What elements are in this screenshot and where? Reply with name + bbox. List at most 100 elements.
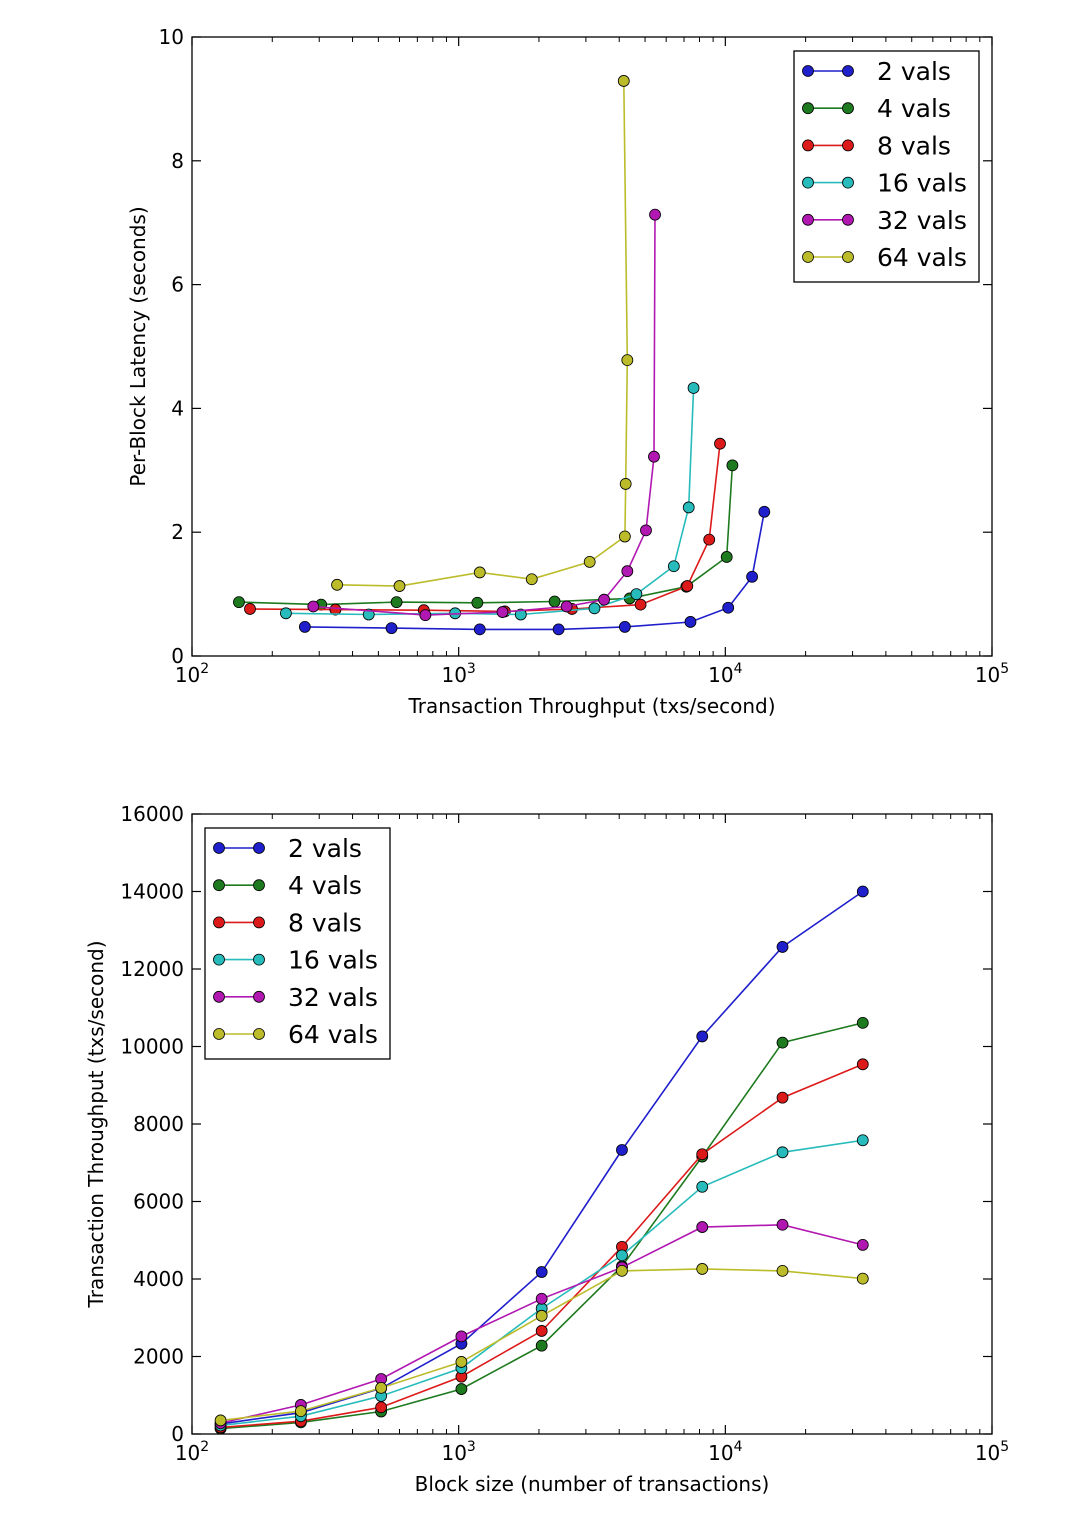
legend-marker <box>802 65 814 77</box>
x-tick-label-exponent: 2 <box>200 1439 209 1455</box>
legend-label: 16 vals <box>877 169 967 198</box>
x-tick-label-base: 10 <box>441 1441 466 1465</box>
legend-label: 2 vals <box>877 57 951 86</box>
data-point-32-vals <box>640 524 652 537</box>
legend-marker <box>253 879 265 892</box>
data-point-16-vals <box>856 1134 869 1147</box>
legend-marker <box>802 176 814 189</box>
legend-marker <box>213 879 225 892</box>
data-point-2-vals <box>684 616 697 628</box>
legend-label: 2 vals <box>288 834 362 863</box>
legend-marker <box>253 990 265 1003</box>
data-point-8-vals <box>776 1091 789 1104</box>
y-tick-label: 2000 <box>133 1345 184 1369</box>
data-point-8-vals <box>634 598 647 611</box>
data-point-2-vals <box>473 623 486 636</box>
data-point-64-vals <box>616 1264 628 1277</box>
legend-box <box>204 827 391 1060</box>
x-tick-label: 103 <box>441 1439 475 1465</box>
x-tick-label: 102 <box>175 661 209 687</box>
x-tick-label: 104 <box>708 1439 742 1465</box>
data-point-2-vals <box>385 622 398 635</box>
x-tick-label: 105 <box>975 661 1009 687</box>
legend-marker <box>213 842 225 854</box>
data-point-8-vals <box>329 603 342 616</box>
data-point-32-vals <box>535 1292 548 1305</box>
data-point-64-vals <box>619 478 632 490</box>
y-tick-label: 4000 <box>133 1267 184 1291</box>
legend-marker <box>842 65 854 77</box>
data-point-8-vals <box>856 1058 869 1071</box>
data-point-4-vals <box>535 1339 548 1352</box>
data-point-2-vals <box>298 621 311 633</box>
data-point-64-vals <box>621 354 634 367</box>
data-point-32-vals <box>621 565 634 578</box>
y-tick-label: 0 <box>171 644 184 668</box>
data-point-8-vals <box>375 1401 388 1414</box>
data-point-4-vals <box>233 596 245 609</box>
legend-marker <box>842 251 854 263</box>
chart-2-svg: 0200040006000800010000120001400016000102… <box>84 802 1009 1496</box>
x-tick-label-exponent: 4 <box>734 1439 743 1455</box>
data-point-4-vals <box>548 595 561 608</box>
x-tick-label-exponent: 3 <box>467 1439 476 1455</box>
y-axis-label: Transaction Throughput (txs/second) <box>84 940 108 1308</box>
legend-box <box>793 50 980 283</box>
data-point-4-vals <box>390 596 403 609</box>
x-tick-label-exponent: 3 <box>467 661 476 677</box>
data-point-32-vals <box>560 600 573 613</box>
data-point-32-vals <box>455 1330 468 1343</box>
data-point-16-vals <box>687 382 700 394</box>
data-point-16-vals <box>696 1180 709 1193</box>
data-point-8-vals <box>696 1148 709 1161</box>
data-point-16-vals <box>514 608 527 621</box>
x-tick-label-exponent: 5 <box>1000 661 1009 677</box>
data-point-64-vals <box>618 530 631 543</box>
data-point-64-vals <box>473 566 486 579</box>
data-point-64-vals <box>617 75 630 87</box>
legend-marker <box>253 1028 265 1040</box>
data-point-2-vals <box>696 1030 709 1043</box>
y-tick-label: 10000 <box>120 1035 184 1059</box>
data-point-4-vals <box>720 551 733 563</box>
legend-marker <box>253 842 265 854</box>
data-point-64-vals <box>525 573 538 586</box>
legend-marker <box>802 102 814 115</box>
data-point-8-vals <box>703 533 716 546</box>
legend-label: 16 vals <box>288 946 378 975</box>
legend-marker <box>842 139 854 152</box>
x-tick-label-exponent: 2 <box>200 661 209 677</box>
legend-marker <box>842 176 854 189</box>
y-tick-label: 8 <box>171 149 184 173</box>
y-tick-label: 14000 <box>120 880 184 904</box>
data-point-4-vals <box>856 1016 869 1029</box>
legend-marker <box>213 990 225 1003</box>
data-point-64-vals <box>696 1263 709 1275</box>
legend-label: 8 vals <box>288 908 362 937</box>
legend-marker <box>253 916 265 929</box>
y-tick-label: 8000 <box>133 1112 184 1136</box>
data-point-64-vals <box>455 1356 468 1368</box>
data-point-4-vals <box>471 596 484 609</box>
data-point-16-vals <box>776 1146 789 1159</box>
data-point-8-vals <box>681 580 694 592</box>
data-point-16-vals <box>588 602 601 615</box>
x-tick-label-base: 10 <box>175 1441 200 1465</box>
data-point-64-vals <box>776 1264 789 1277</box>
data-point-16-vals <box>362 608 375 621</box>
y-tick-label: 12000 <box>120 957 184 981</box>
x-tick-label: 104 <box>708 661 742 687</box>
y-tick-label: 0 <box>171 1422 184 1446</box>
x-tick-label-base: 10 <box>441 663 466 687</box>
legend-marker <box>842 102 854 115</box>
legend-label: 32 vals <box>288 983 378 1012</box>
legend-marker <box>802 139 814 152</box>
data-point-2-vals <box>746 570 758 583</box>
data-point-16-vals <box>667 560 680 573</box>
data-point-8-vals <box>714 437 726 450</box>
y-tick-label: 6 <box>171 273 184 297</box>
x-tick-label-base: 10 <box>975 1441 1000 1465</box>
data-point-2-vals <box>758 505 771 518</box>
data-point-2-vals <box>856 885 869 898</box>
x-axis-label: Block size (number of transactions) <box>415 1472 770 1496</box>
